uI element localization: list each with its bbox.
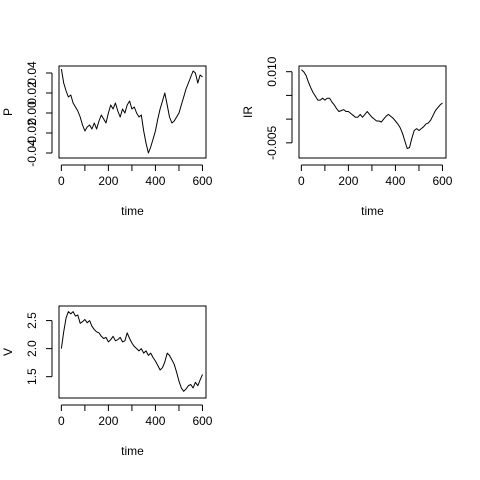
plot-frame xyxy=(58,65,207,159)
y-tick-label: 0.010 xyxy=(265,56,279,86)
x-tick-label: 0 xyxy=(58,174,65,188)
x-axis-title: time xyxy=(121,444,144,458)
x-tick-label: 400 xyxy=(145,174,165,188)
y-axis-title: V xyxy=(1,348,15,356)
x-axis-title: time xyxy=(121,204,144,218)
x-tick-label: 400 xyxy=(385,174,405,188)
y-tick-label: 1.5 xyxy=(25,368,39,385)
x-tick-label: 0 xyxy=(58,414,65,428)
x-tick-label: 200 xyxy=(98,414,118,428)
y-tick-label: -0.04 xyxy=(25,139,39,167)
chart-panel-bottom-left: 0 200 400 600 time 1.5 2.0 2.5 V xyxy=(1,305,213,458)
series-line-p-0 xyxy=(60,68,203,154)
y-tick-label: -0.005 xyxy=(265,125,279,159)
x-tick-label: 200 xyxy=(338,174,358,188)
y-tick-label: 0.04 xyxy=(25,61,39,85)
y-tick-label: 0.02 xyxy=(25,81,39,105)
y-tick-label: -0.02 xyxy=(25,119,39,147)
plot-frame xyxy=(58,305,207,399)
y-tick-label: 0.00 xyxy=(25,101,39,125)
y-axis-title: IR xyxy=(241,106,255,118)
x-tick-label: 0 xyxy=(298,174,305,188)
x-tick-label: 600 xyxy=(192,414,212,428)
x-axis-title: time xyxy=(361,204,384,218)
series-line-v-0 xyxy=(60,311,203,392)
y-tick-label: 2.0 xyxy=(25,340,39,357)
x-tick-label: 400 xyxy=(145,414,165,428)
x-tick-label: 600 xyxy=(192,174,212,188)
chart-panel-top-left: 0 200 400 600 time -0.04-0.020.000.020.04 P xyxy=(1,61,213,218)
x-tick-label: 200 xyxy=(98,174,118,188)
chart-panel-top-right: 0 200 400 600 time -0.005 0.010 IR xyxy=(241,56,453,218)
x-tick-label: 600 xyxy=(432,174,452,188)
y-tick-label: 2.5 xyxy=(25,312,39,329)
y-axis-title: P xyxy=(1,108,15,116)
plot-frame xyxy=(298,65,447,159)
series-line-ir-0 xyxy=(301,69,443,149)
